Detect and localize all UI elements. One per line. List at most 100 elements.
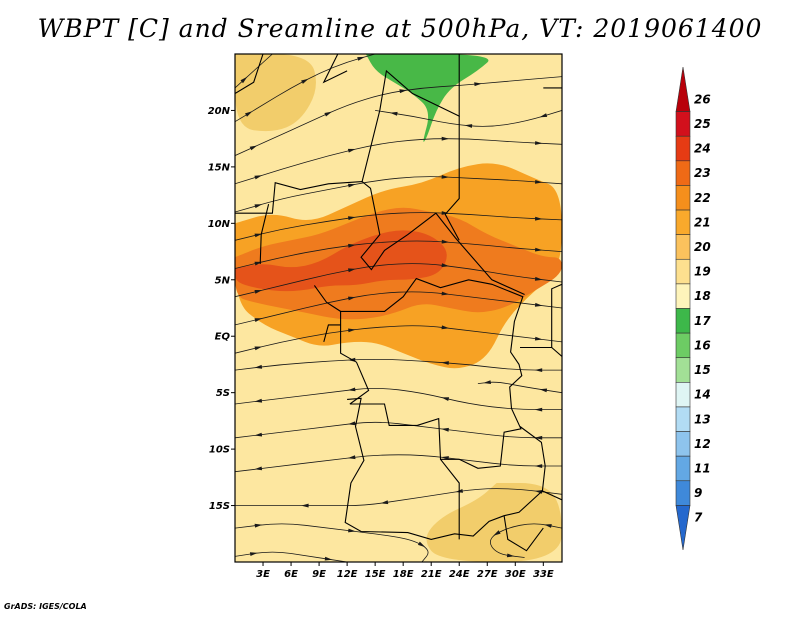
colorbar-label: 17 [694, 314, 711, 328]
streamline-arrow [254, 432, 263, 437]
lon-tick-label: 6E [284, 569, 298, 580]
lat-tick-label: EQ [215, 332, 231, 343]
streamline-arrow [441, 175, 450, 179]
colorbar-bin [675, 185, 691, 211]
streamline-arrow [380, 500, 389, 505]
latitude-axis: 20N 15N 10N 5N EQ 5S 10S 15S [208, 106, 235, 512]
colorbar-label: 26 [694, 92, 711, 106]
streamline [235, 454, 562, 473]
country-boundary [361, 54, 460, 182]
streamline [235, 388, 562, 411]
streamline-arrow [324, 111, 333, 117]
streamline-arrow [441, 397, 450, 401]
streamline-arrow [535, 180, 543, 184]
streamline-arrow [348, 216, 356, 221]
lat-tick-label: 20N [208, 106, 231, 117]
streamline-arrow [254, 290, 263, 294]
wbpt-region-18 [235, 54, 316, 132]
streamline-arrow [441, 211, 450, 215]
colorbar-bin [675, 332, 691, 359]
wbpt-region-23 [235, 230, 447, 292]
country-boundary [235, 181, 525, 296]
streamline-arrow [441, 291, 450, 296]
streamline-arrow [348, 296, 356, 301]
colorbar-bin [675, 505, 691, 551]
streamline [235, 358, 562, 371]
colorbar-label: 19 [694, 265, 711, 279]
colorbar-label: 24 [694, 142, 711, 156]
streamline-arrow [441, 361, 449, 365]
streamline-arrow [254, 204, 263, 209]
streamline-arrow [249, 552, 258, 556]
map-frame [234, 53, 563, 563]
colorbar-label: 12 [694, 437, 711, 451]
colorbar-label: 14 [694, 388, 711, 402]
colorbar-bin [675, 66, 691, 112]
lat-tick-label: 5N [215, 275, 231, 286]
country-boundary [551, 347, 562, 357]
streamline-arrow [534, 302, 543, 307]
wbpt-shaded-field [235, 54, 562, 562]
country-boundary [520, 283, 562, 349]
streamline-arrow [301, 78, 309, 84]
streamline-arrow [539, 388, 548, 393]
streamline-arrow [324, 556, 333, 561]
country-boundary [444, 116, 460, 241]
lat-tick-label: 10S [209, 445, 230, 456]
streamline-arrow [348, 528, 356, 533]
streamline-arrow [534, 464, 543, 468]
wbpt-region-17 [365, 54, 489, 142]
streamline [235, 291, 562, 326]
lon-tick-label: 9E [312, 569, 326, 580]
colorbar-bin [675, 382, 691, 408]
streamline-arrow [441, 325, 450, 330]
streamline-arrow [441, 263, 450, 268]
longitude-axis: 3E 6E 9E 12E 15E 18E 21E 24E 27E 30E 33E [256, 562, 554, 580]
lat-tick-label: 5S [216, 388, 230, 399]
country-boundaries-layer [235, 54, 562, 552]
streamline-arrow [347, 387, 356, 392]
country-boundary [322, 54, 348, 84]
streamline-arrow [535, 216, 543, 221]
wbpt-region-18 [426, 483, 562, 562]
streamline [235, 551, 348, 562]
streamline [235, 263, 562, 298]
lon-tick-label: 24E [449, 569, 470, 580]
streamline-arrow [357, 56, 365, 61]
streamline-arrow [441, 239, 450, 244]
streamline-arrow [535, 141, 543, 145]
streamline-arrow [441, 136, 450, 141]
colorbar-label: 23 [694, 166, 711, 180]
streamline [235, 325, 562, 354]
colorbar-bin [675, 258, 691, 285]
colorbar-bin [675, 283, 691, 309]
streamline [235, 212, 562, 241]
lon-tick-label: 30E [505, 569, 526, 580]
streamline-arrow [249, 145, 258, 151]
country-boundary [344, 397, 543, 540]
streamline [235, 176, 562, 213]
lat-tick-label: 10N [208, 219, 231, 230]
lon-tick-label: 12E [337, 569, 358, 580]
grads-credit: GrADS: IGES/COLA [4, 602, 87, 611]
streamline [235, 488, 562, 506]
country-boundary [503, 515, 544, 552]
country-boundary [323, 324, 341, 343]
lon-tick-label: 18E [393, 569, 414, 580]
streamline [477, 381, 562, 394]
colorbar-bin [675, 480, 691, 506]
streamline-arrow [544, 524, 552, 528]
streamline-arrow [254, 175, 263, 180]
map-plot-area [235, 54, 562, 562]
streamline [235, 421, 562, 439]
streamline-arrow [254, 523, 263, 528]
country-boundary [259, 203, 270, 265]
colorbar-bin [675, 431, 691, 457]
country-boundary [340, 311, 370, 405]
streamline-arrow [534, 407, 543, 412]
lon-tick-label: 33E [533, 569, 554, 580]
lon-tick-label: 21E [421, 569, 442, 580]
colorbar-bin [675, 406, 691, 432]
colorbar-bin [675, 160, 691, 186]
streamline-arrow [506, 553, 515, 558]
